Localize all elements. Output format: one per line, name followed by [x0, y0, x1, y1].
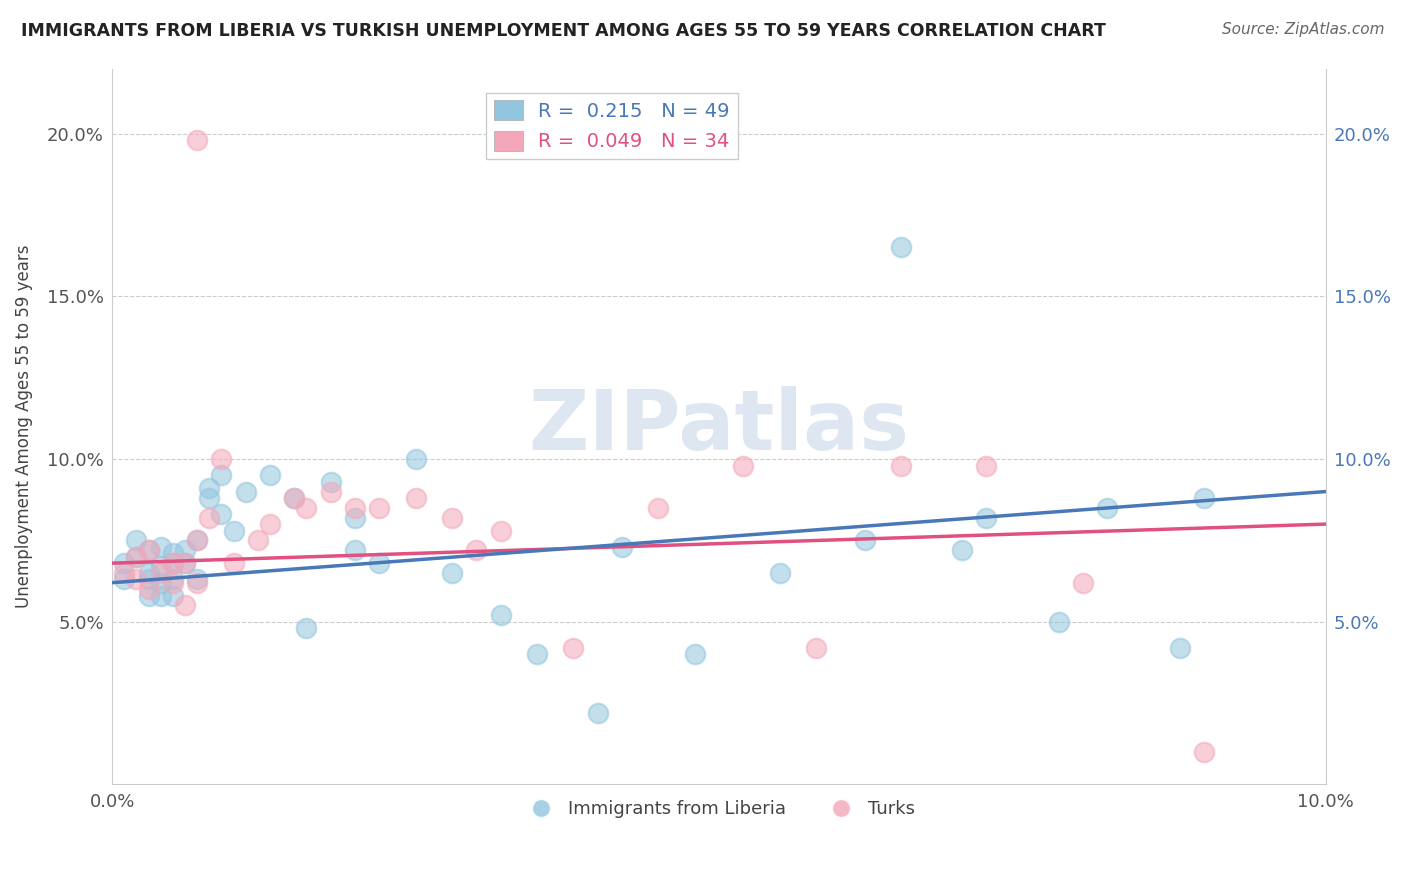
Point	[112, 556, 135, 570]
Point	[368, 556, 391, 570]
Point	[586, 706, 609, 720]
Point	[138, 582, 160, 597]
Point	[343, 543, 366, 558]
Point	[319, 475, 342, 489]
Point	[683, 647, 706, 661]
Point	[283, 491, 305, 505]
Point	[149, 540, 172, 554]
Point	[125, 573, 148, 587]
Point	[343, 500, 366, 515]
Point	[162, 573, 184, 587]
Point	[186, 533, 208, 548]
Point	[174, 599, 197, 613]
Point	[162, 589, 184, 603]
Point	[1194, 745, 1216, 759]
Point	[149, 575, 172, 590]
Point	[974, 458, 997, 473]
Point	[174, 543, 197, 558]
Point	[149, 589, 172, 603]
Point	[1097, 500, 1119, 515]
Point	[246, 533, 269, 548]
Point	[112, 566, 135, 580]
Point	[162, 546, 184, 560]
Point	[1047, 615, 1070, 629]
Point	[125, 549, 148, 564]
Point	[222, 556, 245, 570]
Point	[489, 608, 512, 623]
Point	[405, 452, 427, 467]
Point	[890, 240, 912, 254]
Point	[562, 640, 585, 655]
Point	[198, 510, 221, 524]
Point	[162, 556, 184, 570]
Point	[1071, 575, 1094, 590]
Point	[1168, 640, 1191, 655]
Point	[222, 524, 245, 538]
Point	[610, 540, 633, 554]
Point	[295, 621, 318, 635]
Point	[295, 500, 318, 515]
Point	[405, 491, 427, 505]
Point	[804, 640, 827, 655]
Point	[138, 589, 160, 603]
Point	[162, 556, 184, 570]
Point	[733, 458, 755, 473]
Point	[149, 559, 172, 574]
Point	[1194, 491, 1216, 505]
Point	[465, 543, 488, 558]
Point	[368, 500, 391, 515]
Point	[235, 484, 257, 499]
Point	[138, 543, 160, 558]
Point	[890, 458, 912, 473]
Point	[489, 524, 512, 538]
Point	[149, 566, 172, 580]
Point	[186, 533, 208, 548]
Point	[174, 556, 197, 570]
Text: IMMIGRANTS FROM LIBERIA VS TURKISH UNEMPLOYMENT AMONG AGES 55 TO 59 YEARS CORREL: IMMIGRANTS FROM LIBERIA VS TURKISH UNEMP…	[21, 22, 1107, 40]
Point	[283, 491, 305, 505]
Point	[112, 573, 135, 587]
Point	[647, 500, 669, 515]
Point	[209, 452, 232, 467]
Point	[174, 556, 197, 570]
Point	[198, 481, 221, 495]
Point	[138, 566, 160, 580]
Point	[440, 566, 463, 580]
Point	[186, 573, 208, 587]
Y-axis label: Unemployment Among Ages 55 to 59 years: Unemployment Among Ages 55 to 59 years	[15, 244, 32, 608]
Point	[162, 575, 184, 590]
Point	[440, 510, 463, 524]
Point	[209, 468, 232, 483]
Text: ZIPatlas: ZIPatlas	[529, 386, 910, 467]
Point	[853, 533, 876, 548]
Point	[138, 573, 160, 587]
Point	[319, 484, 342, 499]
Point	[198, 491, 221, 505]
Point	[209, 508, 232, 522]
Point	[974, 510, 997, 524]
Point	[138, 543, 160, 558]
Point	[186, 575, 208, 590]
Legend: Immigrants from Liberia, Turks: Immigrants from Liberia, Turks	[516, 793, 922, 825]
Point	[186, 133, 208, 147]
Text: Source: ZipAtlas.com: Source: ZipAtlas.com	[1222, 22, 1385, 37]
Point	[125, 549, 148, 564]
Point	[125, 533, 148, 548]
Point	[259, 468, 281, 483]
Point	[259, 517, 281, 532]
Point	[526, 647, 548, 661]
Point	[768, 566, 790, 580]
Point	[343, 510, 366, 524]
Point	[950, 543, 973, 558]
